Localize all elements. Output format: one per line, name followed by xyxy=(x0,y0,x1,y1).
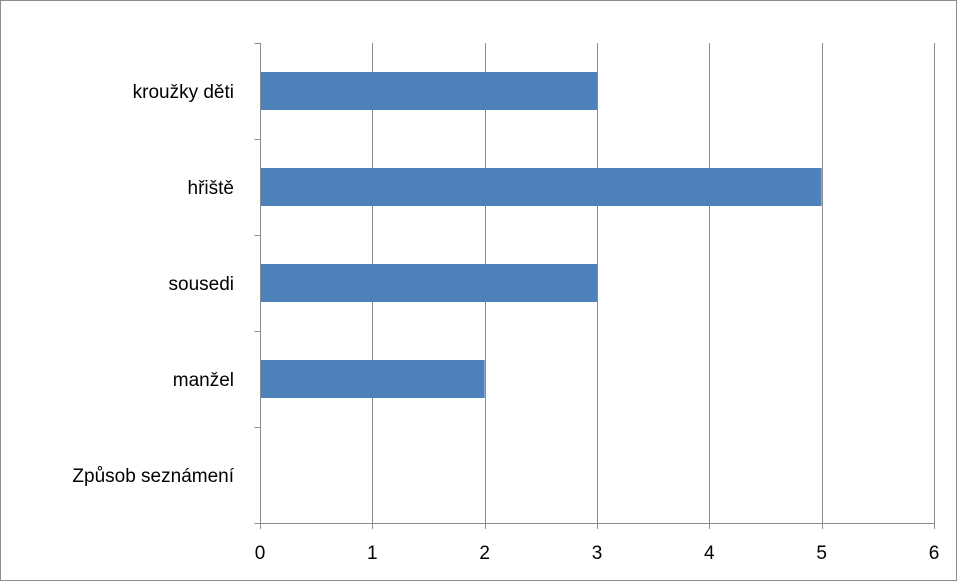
x-tick-label: 3 xyxy=(592,543,603,564)
category-label: Způsob seznámení xyxy=(72,466,234,487)
x-tick-label: 2 xyxy=(479,543,490,564)
x-tick-label: 4 xyxy=(704,543,715,564)
category-label: manžel xyxy=(173,370,234,391)
bar-2 xyxy=(260,264,597,302)
category-label: kroužky děti xyxy=(133,82,234,103)
bar-0 xyxy=(260,72,597,110)
x-tick-label: 6 xyxy=(929,543,940,564)
category-label: sousedi xyxy=(169,274,235,295)
x-tick-label: 1 xyxy=(367,543,378,564)
bars xyxy=(260,72,822,398)
category-label: hřiště xyxy=(188,178,234,199)
gridlines xyxy=(372,43,935,523)
labels: 0 1 2 3 4 5 6 kroužky děti hřiště sousedi manžel Zp… xyxy=(72,82,939,564)
axes xyxy=(254,43,935,529)
bar-1 xyxy=(260,168,822,206)
bar-3 xyxy=(260,360,485,398)
x-tick-label: 0 xyxy=(255,543,266,564)
x-tick-label: 5 xyxy=(816,543,827,564)
